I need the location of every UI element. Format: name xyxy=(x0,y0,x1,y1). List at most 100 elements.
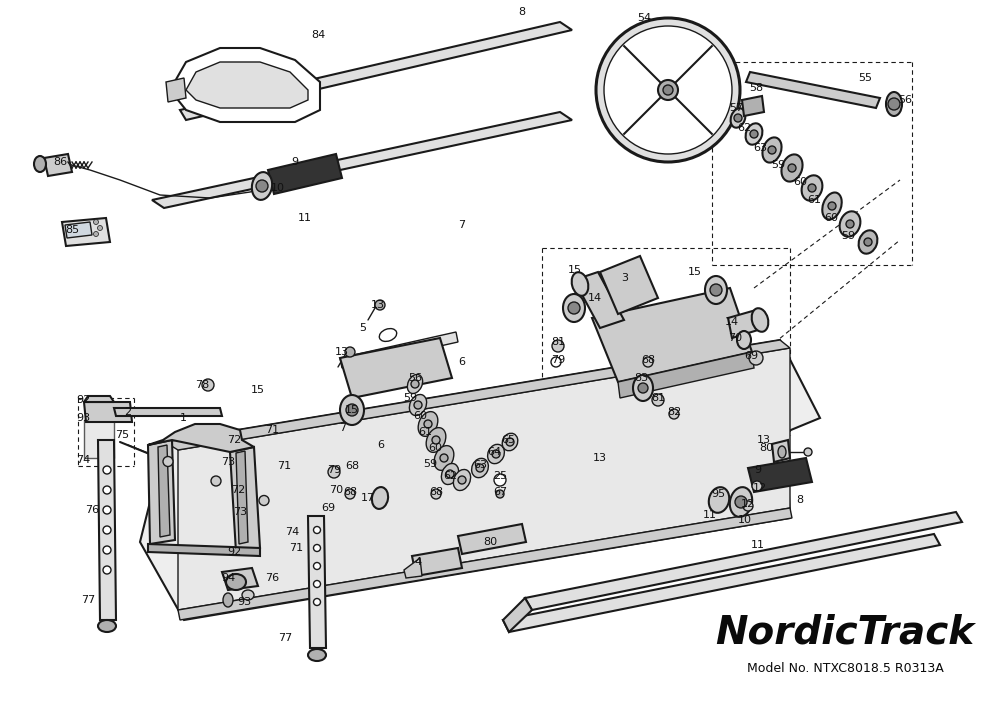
Text: 77: 77 xyxy=(278,633,292,643)
Circle shape xyxy=(211,476,221,486)
Text: 71: 71 xyxy=(277,461,291,471)
Text: 63: 63 xyxy=(753,143,767,153)
Circle shape xyxy=(432,436,440,444)
Polygon shape xyxy=(503,598,532,632)
Ellipse shape xyxy=(407,375,423,394)
Text: 79: 79 xyxy=(551,355,565,365)
Ellipse shape xyxy=(705,276,727,304)
Circle shape xyxy=(202,379,214,391)
Text: 3: 3 xyxy=(622,273,629,283)
Ellipse shape xyxy=(762,137,782,163)
Text: 13: 13 xyxy=(593,453,607,463)
Text: 86: 86 xyxy=(53,157,67,167)
Ellipse shape xyxy=(242,590,254,600)
Circle shape xyxy=(864,238,872,246)
Circle shape xyxy=(496,490,504,498)
Polygon shape xyxy=(236,451,248,544)
Text: 74: 74 xyxy=(284,527,299,537)
Polygon shape xyxy=(166,78,186,102)
Circle shape xyxy=(93,219,98,225)
Text: 10: 10 xyxy=(271,183,285,193)
Text: 14: 14 xyxy=(725,317,739,327)
Circle shape xyxy=(103,546,111,554)
Text: 13: 13 xyxy=(757,435,771,445)
Polygon shape xyxy=(165,340,790,450)
Ellipse shape xyxy=(418,411,438,436)
Polygon shape xyxy=(268,154,342,194)
Polygon shape xyxy=(44,154,72,176)
Circle shape xyxy=(749,351,763,365)
Circle shape xyxy=(506,438,514,446)
Text: 80: 80 xyxy=(759,443,773,453)
Circle shape xyxy=(411,380,419,388)
Ellipse shape xyxy=(308,649,326,661)
Ellipse shape xyxy=(441,464,458,484)
Text: 56: 56 xyxy=(408,373,422,383)
Text: 56: 56 xyxy=(898,95,912,105)
Text: 60: 60 xyxy=(824,213,838,223)
Ellipse shape xyxy=(730,487,752,517)
Text: 62: 62 xyxy=(443,471,457,481)
Circle shape xyxy=(328,466,340,478)
Text: 83: 83 xyxy=(634,373,648,383)
Circle shape xyxy=(743,501,753,511)
Text: 69: 69 xyxy=(744,351,758,361)
Ellipse shape xyxy=(34,156,46,172)
Text: 63: 63 xyxy=(473,460,487,470)
Text: 58: 58 xyxy=(749,83,763,93)
Text: 59: 59 xyxy=(841,231,855,241)
Circle shape xyxy=(103,526,111,534)
Polygon shape xyxy=(222,568,258,590)
Circle shape xyxy=(431,489,441,499)
Polygon shape xyxy=(186,62,308,108)
Text: 8: 8 xyxy=(518,7,526,17)
Polygon shape xyxy=(340,332,458,368)
Text: 68: 68 xyxy=(343,487,357,497)
Circle shape xyxy=(314,563,321,570)
Polygon shape xyxy=(748,458,812,492)
Ellipse shape xyxy=(426,428,445,452)
Circle shape xyxy=(375,300,385,310)
Circle shape xyxy=(808,184,816,192)
Circle shape xyxy=(458,476,466,484)
Circle shape xyxy=(846,220,854,228)
Text: 72: 72 xyxy=(231,485,245,495)
Text: 54: 54 xyxy=(637,13,651,23)
Text: 1: 1 xyxy=(180,413,186,423)
Text: 73: 73 xyxy=(232,507,247,517)
Text: 70: 70 xyxy=(329,485,343,495)
Circle shape xyxy=(710,284,722,296)
Polygon shape xyxy=(728,310,758,338)
Ellipse shape xyxy=(737,331,751,349)
Circle shape xyxy=(768,146,776,154)
Text: 71: 71 xyxy=(265,425,279,435)
Ellipse shape xyxy=(572,272,589,296)
Text: 71: 71 xyxy=(289,543,303,553)
Ellipse shape xyxy=(801,175,822,201)
Polygon shape xyxy=(84,402,132,422)
Circle shape xyxy=(888,98,900,110)
Circle shape xyxy=(663,85,673,95)
Polygon shape xyxy=(140,340,820,620)
Text: 80: 80 xyxy=(483,537,497,547)
Circle shape xyxy=(734,114,742,122)
Text: 92: 92 xyxy=(76,395,90,405)
Polygon shape xyxy=(152,112,572,208)
Circle shape xyxy=(658,80,678,100)
Polygon shape xyxy=(742,96,764,116)
Polygon shape xyxy=(404,558,422,578)
Circle shape xyxy=(828,202,836,210)
Circle shape xyxy=(314,599,321,605)
Text: 68: 68 xyxy=(429,487,443,497)
Circle shape xyxy=(103,486,111,494)
Circle shape xyxy=(596,18,740,162)
Circle shape xyxy=(446,470,454,478)
Text: 15: 15 xyxy=(568,265,582,275)
Circle shape xyxy=(643,357,653,367)
Text: 95: 95 xyxy=(711,489,725,499)
Text: 15: 15 xyxy=(688,267,702,277)
Text: 76: 76 xyxy=(265,573,279,583)
Circle shape xyxy=(93,231,98,237)
Text: 17: 17 xyxy=(361,493,375,503)
Ellipse shape xyxy=(563,294,585,322)
